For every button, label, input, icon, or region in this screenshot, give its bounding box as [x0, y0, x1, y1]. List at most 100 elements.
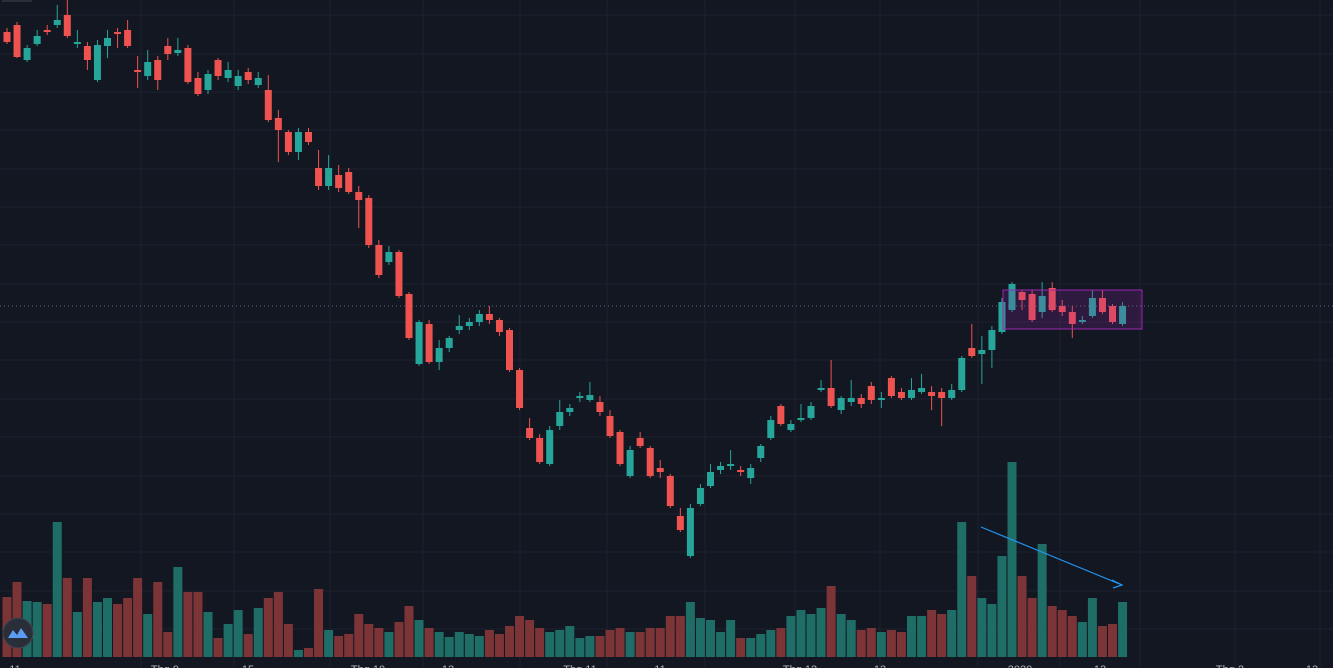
candle-body	[737, 470, 745, 472]
candle-body	[43, 30, 51, 32]
candle-body	[938, 392, 946, 398]
candle-body	[1078, 320, 1086, 322]
x-tick-label: 13	[1094, 664, 1106, 668]
candle-body	[636, 438, 644, 446]
volume-bar	[746, 638, 756, 657]
volume-bar	[896, 632, 906, 657]
candle-body	[234, 76, 242, 86]
x-tick-label: 15	[242, 664, 254, 668]
volume-bar	[263, 598, 273, 657]
volume-bar	[937, 614, 947, 657]
candle-body	[978, 350, 986, 354]
volume-bar	[957, 522, 967, 657]
candle-body	[83, 46, 91, 60]
candle-body	[807, 406, 815, 418]
candle-body	[526, 428, 534, 438]
volume-bar	[716, 632, 726, 657]
candle-body	[546, 430, 554, 464]
x-tick-label: Thg 10	[351, 664, 385, 668]
volume-bar	[695, 618, 705, 657]
candle-body	[33, 36, 41, 44]
volume-bar	[1108, 624, 1117, 657]
candle-body	[747, 468, 755, 478]
candle-body	[686, 508, 694, 556]
volume-bar	[836, 614, 846, 657]
volume-bar	[796, 610, 806, 657]
volume-bar	[866, 628, 876, 657]
candle-body	[536, 438, 544, 462]
candle-body	[465, 322, 473, 326]
volume-bar	[907, 616, 916, 657]
x-tick-label: Thg 12	[783, 664, 817, 668]
volume-bar	[876, 632, 886, 657]
volume-bar	[756, 634, 766, 657]
candle-body	[998, 302, 1006, 332]
candle-body	[948, 390, 956, 398]
volume-bar	[494, 634, 504, 657]
trend-line[interactable]	[980, 526, 1123, 586]
x-tick-label: 13	[1306, 664, 1318, 668]
x-tick-label: Thg 2	[1216, 664, 1244, 668]
volume-bar	[1077, 622, 1087, 657]
volume-bar	[947, 610, 957, 657]
volume-bar	[766, 630, 776, 657]
volume-bar	[1097, 626, 1107, 657]
volume-bar	[123, 598, 133, 657]
candle-body	[375, 245, 383, 275]
candle-body	[887, 378, 895, 396]
candle-body	[385, 252, 393, 262]
candle-body	[284, 132, 292, 152]
candle-body	[1098, 298, 1106, 312]
volume-bar	[223, 624, 233, 657]
volume-bar	[293, 650, 303, 657]
candle-body	[656, 468, 664, 472]
volume-bar	[1118, 602, 1128, 657]
x-tick-label: Thg 9	[151, 664, 179, 668]
volume-bar	[525, 620, 535, 657]
arrow-head	[1111, 579, 1124, 589]
candle-body	[968, 348, 976, 356]
volume-bar	[82, 578, 92, 657]
volume-bar	[394, 622, 404, 657]
volume-bar	[283, 624, 293, 657]
volume-bar	[304, 648, 313, 657]
x-tick-label: 11	[654, 664, 665, 668]
candle-body	[23, 48, 31, 60]
toolbar-edge	[2, 0, 32, 2]
candle-body	[727, 464, 735, 466]
candle-body	[435, 348, 443, 362]
candle-body	[717, 466, 725, 470]
candle-body	[415, 322, 423, 364]
candle-body	[928, 392, 936, 396]
candle-body	[53, 20, 61, 25]
candle-body	[596, 402, 604, 412]
x-tick-label: 13	[874, 664, 886, 668]
volume-bar	[1007, 462, 1017, 657]
volume-bar	[474, 636, 484, 657]
volume-bar	[685, 602, 695, 657]
volume-bar	[434, 632, 444, 657]
volume-bar	[384, 632, 394, 657]
candle-body	[1109, 306, 1116, 322]
volume-bar	[484, 630, 494, 657]
volume-bar	[977, 598, 987, 657]
candle-body	[485, 314, 493, 320]
volume-bar	[1087, 598, 1097, 657]
candle-body	[204, 74, 212, 90]
candle-body	[154, 60, 162, 80]
candle-body	[13, 25, 21, 57]
rectangle-drawing[interactable]	[1002, 289, 1143, 330]
volume-bar	[163, 632, 173, 657]
candle-body	[1018, 292, 1026, 300]
volume-bar	[665, 616, 675, 657]
candle-body	[93, 45, 101, 80]
volume-bar	[354, 614, 364, 657]
volume-bar	[1047, 606, 1057, 657]
volume-bar	[545, 632, 555, 657]
candle-body	[365, 198, 373, 245]
logo-button[interactable]	[2, 617, 34, 649]
x-tick-label: 2020	[1008, 664, 1032, 668]
volume-bar	[1017, 576, 1027, 657]
volume-bar	[42, 604, 52, 657]
